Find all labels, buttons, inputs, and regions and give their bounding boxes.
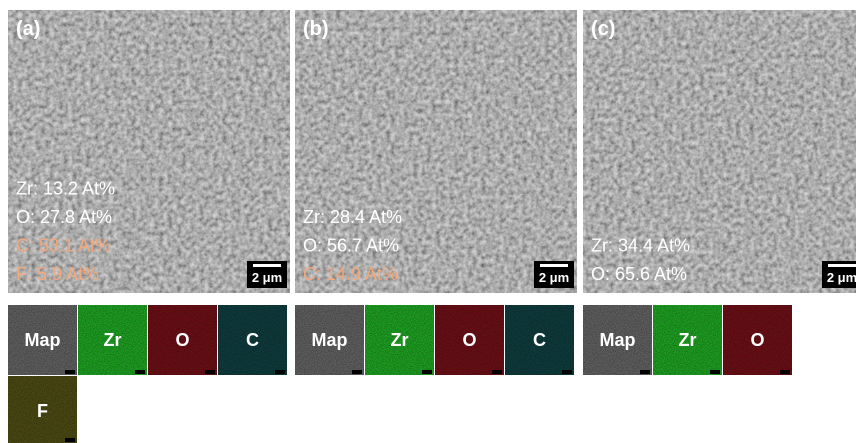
composition-line: Zr: 28.4 At% bbox=[303, 207, 402, 227]
panel-label: (a) bbox=[16, 18, 40, 40]
map-scale-mark bbox=[65, 438, 75, 442]
map-label: Map bbox=[25, 330, 61, 350]
map-scale-mark bbox=[640, 370, 650, 374]
map-scale-mark bbox=[275, 370, 285, 374]
map-scale-mark bbox=[562, 370, 572, 374]
composition-line: Zr: 13.2 At% bbox=[16, 179, 115, 199]
map-scale-mark bbox=[710, 370, 720, 374]
map-label: O bbox=[750, 330, 764, 350]
map-label: Zr bbox=[391, 330, 409, 350]
map-label: C bbox=[533, 330, 546, 350]
scale-bar-label: 2 μm bbox=[252, 270, 282, 285]
scale-bar-label: 2 μm bbox=[539, 270, 569, 285]
scale-bar bbox=[253, 264, 281, 267]
map-label: Map bbox=[600, 330, 636, 350]
composition-line: F: 5.9 At% bbox=[16, 264, 99, 284]
scale-bar bbox=[540, 264, 568, 267]
composition-line: Zr: 34.4 At% bbox=[591, 236, 690, 256]
map-label: O bbox=[462, 330, 476, 350]
map-label: F bbox=[37, 401, 48, 421]
map-label: Zr bbox=[104, 330, 122, 350]
map-label: O bbox=[175, 330, 189, 350]
map-scale-mark bbox=[205, 370, 215, 374]
map-scale-mark bbox=[780, 370, 790, 374]
composition-line: O: 65.6 At% bbox=[591, 264, 687, 284]
map-label: Map bbox=[312, 330, 348, 350]
composition-line: C: 53.1 At% bbox=[16, 236, 111, 256]
map-label: Zr bbox=[679, 330, 697, 350]
map-label: C bbox=[246, 330, 259, 350]
scale-bar-label: 2 μm bbox=[827, 270, 856, 285]
map-scale-mark bbox=[65, 370, 75, 374]
composition-line: O: 56.7 At% bbox=[303, 236, 399, 256]
map-scale-mark bbox=[352, 370, 362, 374]
content: (a) Zr: 13.2 At% O: 27.8 At% C: 53.1 At% F: … bbox=[8, 10, 856, 443]
figure: (a) Zr: 13.2 At% O: 27.8 At% C: 53.1 At% F: … bbox=[0, 0, 856, 443]
map-scale-mark bbox=[422, 370, 432, 374]
panel-label: (b) bbox=[303, 18, 329, 40]
scale-bar bbox=[828, 264, 856, 267]
panel-label: (c) bbox=[591, 18, 615, 40]
map-scale-mark bbox=[135, 370, 145, 374]
map-scale-mark bbox=[492, 370, 502, 374]
composition-line: O: 27.8 At% bbox=[16, 207, 112, 227]
composition-line: C: 14.9 At% bbox=[303, 264, 398, 284]
